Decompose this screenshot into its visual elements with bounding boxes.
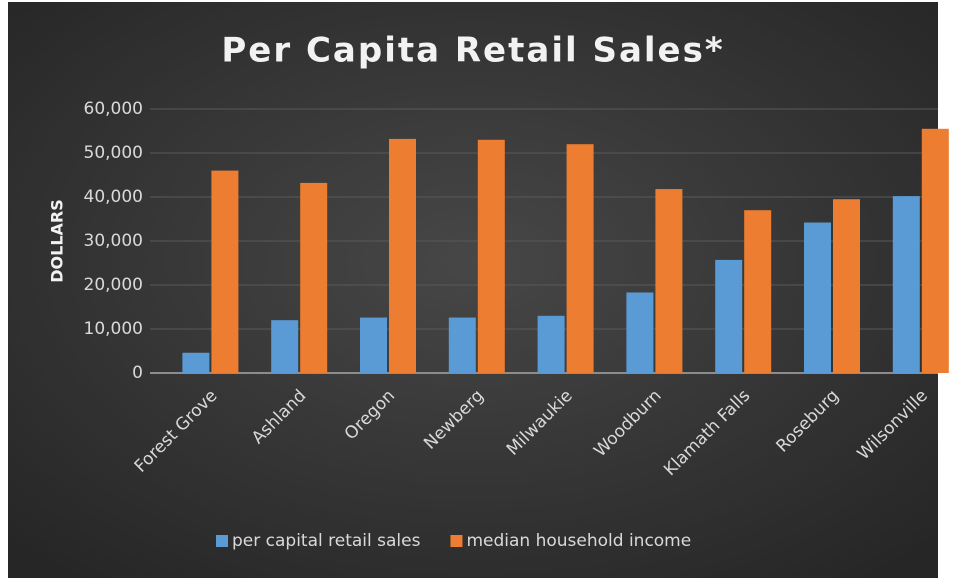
bar	[537, 315, 565, 373]
y-axis-label: DOLLARS	[48, 199, 67, 283]
bar	[360, 317, 387, 373]
bar	[744, 210, 772, 373]
bar	[300, 182, 328, 373]
bar	[804, 222, 831, 373]
bar	[271, 320, 299, 373]
background	[8, 2, 938, 578]
legend-swatch	[450, 535, 463, 547]
bar	[833, 199, 860, 373]
bar	[892, 196, 920, 373]
bar	[211, 170, 239, 373]
legend-label: per capital retail sales	[232, 531, 421, 551]
chart-title: Per Capita Retail Sales*	[221, 31, 724, 71]
y-tick-label: 10,000	[84, 319, 143, 339]
y-tick-label: 40,000	[84, 187, 143, 207]
bar	[448, 317, 476, 373]
y-tick-label: 50,000	[84, 143, 143, 163]
y-tick-label: 60,000	[84, 99, 143, 119]
y-tick-label: 30,000	[84, 231, 143, 251]
bar	[182, 352, 210, 373]
bar	[655, 189, 683, 373]
legend-label: median household income	[466, 531, 691, 551]
y-tick-label: 20,000	[84, 275, 143, 295]
bar	[566, 144, 594, 373]
bar	[477, 139, 505, 373]
legend-swatch	[216, 535, 228, 547]
bar	[389, 138, 416, 373]
y-tick-label: 0	[132, 363, 143, 383]
bar	[921, 128, 949, 373]
bar	[715, 259, 743, 373]
bar	[626, 292, 654, 373]
